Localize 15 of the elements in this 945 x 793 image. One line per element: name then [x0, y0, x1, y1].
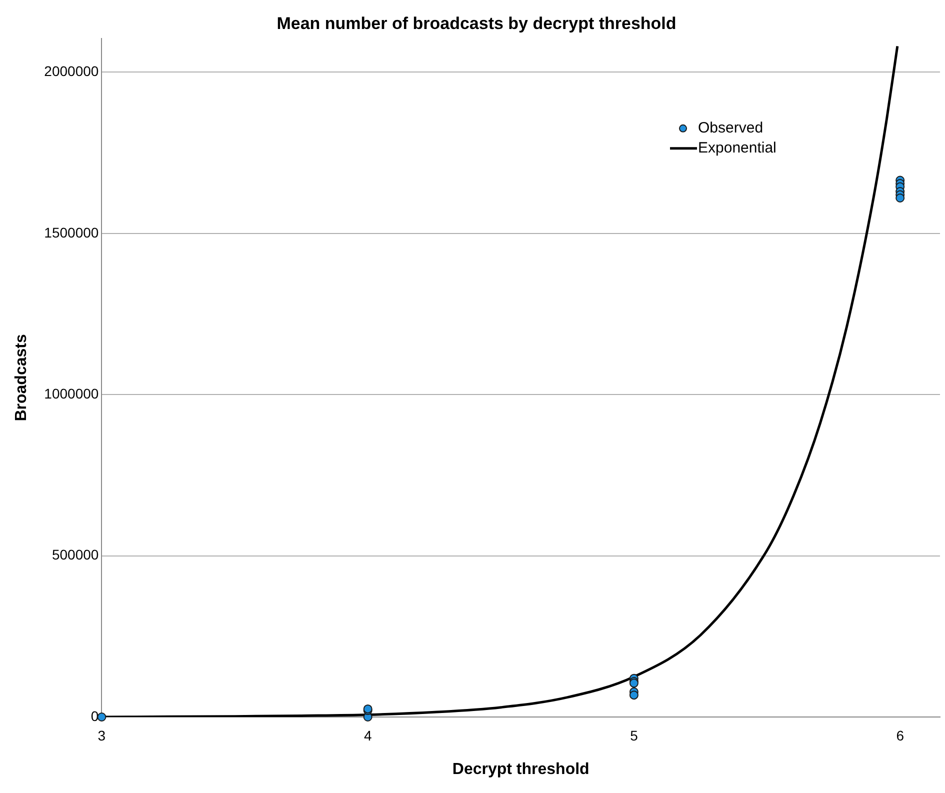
- x-tick-label: 6: [896, 727, 904, 744]
- x-tick-label: 5: [630, 727, 638, 744]
- point: [896, 193, 905, 202]
- y-tick-label: 2000000: [44, 63, 99, 80]
- chart-title: Mean number of broadcasts by decrypt threshold: [276, 14, 676, 33]
- point: [629, 690, 638, 700]
- y-tick-label: 1000000: [44, 385, 99, 402]
- y-tick-label: 1500000: [44, 224, 99, 240]
- legend-label: Exponential: [698, 140, 776, 157]
- x-axis-title: Decrypt threshold: [452, 760, 590, 778]
- x-tick-label: 4: [364, 727, 372, 744]
- x-tick-label: 3: [98, 727, 106, 744]
- y-axis-title: Broadcasts: [13, 334, 30, 422]
- y-tick-label: 500000: [52, 546, 99, 563]
- legend-label: Observed: [698, 120, 764, 137]
